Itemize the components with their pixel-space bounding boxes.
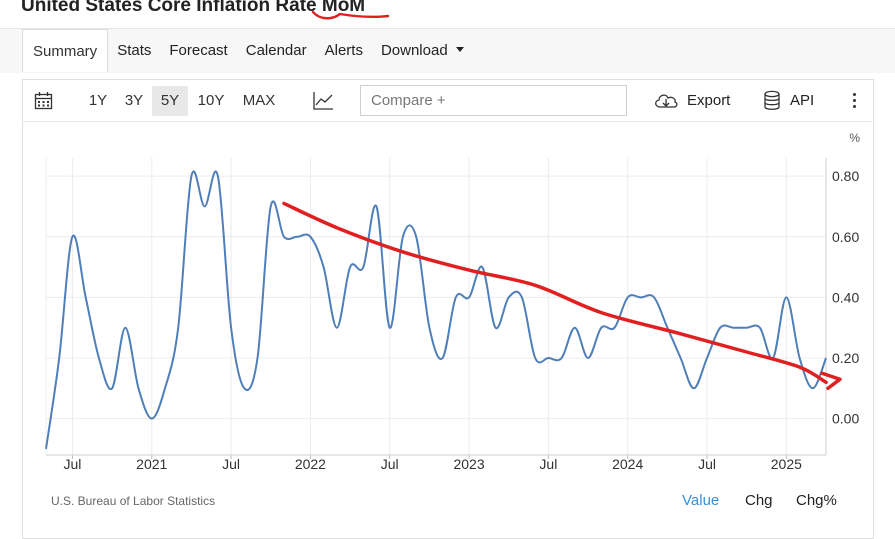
y-tick-label: 0.00 — [832, 411, 859, 427]
page-title-text: United States Core Inflation Rate MoM — [21, 0, 366, 16]
x-tick-label: Jul — [698, 456, 716, 472]
series-line — [45, 170, 827, 450]
y-tick-label: 0.60 — [832, 229, 859, 245]
trend-arrow-head — [820, 371, 842, 391]
export-button[interactable]: Export — [687, 92, 731, 109]
tab-alerts-label: Alerts — [324, 42, 363, 59]
chart-series — [45, 170, 827, 450]
tab-calendar[interactable]: Calendar — [237, 29, 316, 72]
chart-labels: Jul 2021 Jul 2022 Jul 2023 Jul 2024 Jul 2025 0.80 0… — [63, 131, 860, 472]
chart-panel — [22, 79, 874, 539]
x-tick-label: Jul — [222, 456, 240, 472]
x-tick-label: 2024 — [612, 456, 643, 472]
api-button[interactable]: API — [790, 92, 815, 109]
line-chart-icon[interactable] — [312, 91, 334, 111]
chart-annotation — [282, 201, 842, 391]
range-3y[interactable]: 3Y — [124, 92, 144, 109]
chevron-down-icon — [455, 47, 464, 52]
tab-stats-label: Stats — [117, 42, 152, 59]
trend-arrow-line — [282, 201, 828, 385]
chart-grid — [45, 158, 826, 455]
y-tick-label: 0.40 — [832, 289, 859, 305]
tab-alerts[interactable]: Alerts — [316, 29, 372, 72]
title-underline-annotation — [311, 10, 390, 20]
database-icon[interactable] — [763, 90, 781, 111]
tab-summary-label: Summary — [33, 42, 98, 60]
tab-download-label: Download — [380, 42, 448, 59]
tab-stats[interactable]: Stats — [108, 29, 160, 72]
x-tick-label: 2022 — [295, 456, 326, 472]
tab-download[interactable]: Download — [372, 29, 473, 72]
x-tick-label: Jul — [381, 456, 399, 472]
tab-summary[interactable]: Summary — [22, 29, 109, 72]
nav-band — [0, 28, 895, 73]
chart-axes — [46, 158, 827, 459]
tab-forecast[interactable]: Forecast — [160, 29, 236, 72]
y-axis-unit: % — [849, 131, 860, 145]
x-tick-label: 2023 — [453, 456, 484, 472]
chg-tab[interactable]: Chg — [745, 492, 773, 509]
y-tick-label: 0.20 — [832, 350, 859, 366]
x-tick-label: Jul — [539, 456, 557, 472]
range-1y[interactable]: 1Y — [88, 92, 108, 109]
cloud-download-icon[interactable] — [653, 92, 679, 110]
x-tick-label: 2021 — [136, 456, 167, 472]
tab-forecast-label: Forecast — [169, 42, 228, 59]
x-tick-label: 2025 — [771, 456, 802, 472]
range-5y[interactable]: 5Y — [152, 86, 188, 116]
x-tick-label: Jul — [63, 456, 81, 472]
source-credit: U.S. Bureau of Labor Statistics — [51, 494, 216, 508]
chg-percent-tab[interactable]: Chg% — [796, 492, 837, 509]
y-tick-label: 0.80 — [832, 168, 859, 184]
nav-tabs: Summary Stats Forecast Calendar Alerts D… — [22, 29, 473, 72]
tab-calendar-label: Calendar — [245, 42, 307, 59]
range-max[interactable]: MAX — [242, 92, 276, 109]
calendar-icon[interactable] — [34, 91, 54, 110]
value-tab[interactable]: Value — [682, 492, 720, 509]
page-title: United States Core Inflation Rate MoM — [21, 0, 365, 17]
range-10y[interactable]: 10Y — [197, 92, 225, 109]
kebab-menu-icon[interactable] — [853, 93, 857, 111]
compare-input[interactable] — [360, 85, 627, 116]
chart-toolbar — [22, 79, 872, 122]
